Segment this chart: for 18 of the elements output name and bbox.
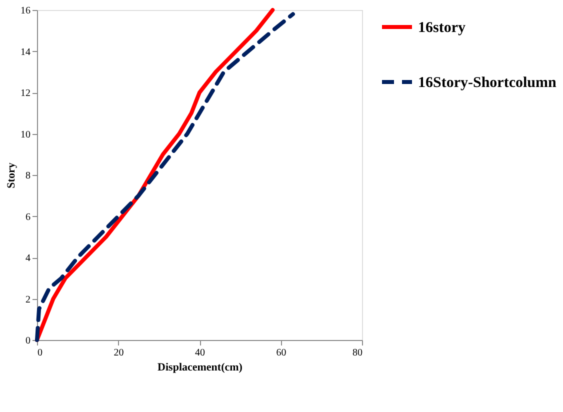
x-axis-title: Displacement(cm) xyxy=(158,362,243,374)
legend-label: 16story xyxy=(418,20,466,36)
y-tick-label: 0 xyxy=(26,336,30,346)
x-tick-label: 20 xyxy=(114,348,124,358)
y-tick-label: 12 xyxy=(20,88,30,99)
y-tick-label: 2 xyxy=(26,294,30,306)
x-tick-label: 60 xyxy=(276,348,286,358)
y-tick-label: 8 xyxy=(26,170,30,182)
y-tick-label: 16 xyxy=(20,6,30,16)
y-axis-title: Story xyxy=(6,162,18,188)
x-tick-label: 40 xyxy=(195,348,205,358)
y-tick-label: 4 xyxy=(26,253,30,264)
legend-label: 16Story-Shortcolumn xyxy=(418,75,557,91)
y-tick-label: 14 xyxy=(20,46,30,58)
y-tick-label: 6 xyxy=(26,212,30,223)
x-tick-label: 80 xyxy=(352,348,362,358)
y-tick-label: 10 xyxy=(20,129,30,140)
x-tick-label: 0 xyxy=(38,348,42,358)
